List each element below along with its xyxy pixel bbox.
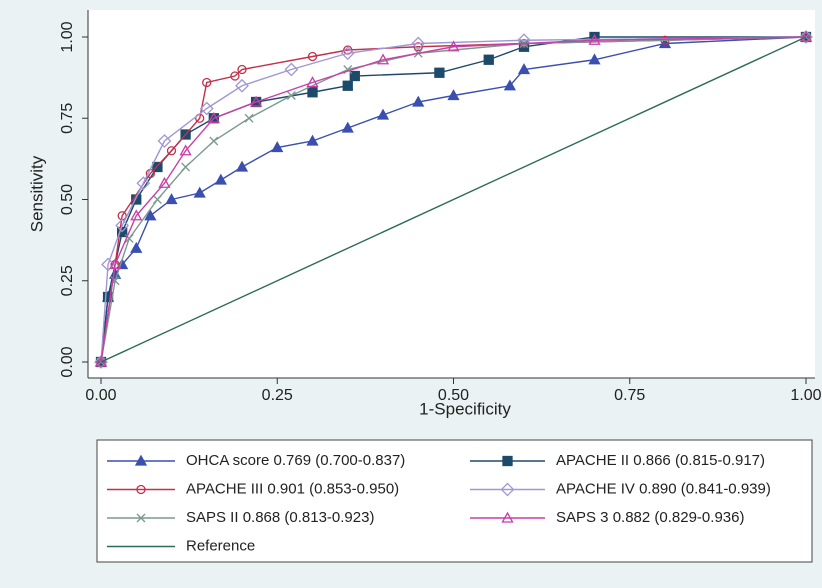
data-point — [179, 144, 192, 156]
data-point — [307, 87, 318, 98]
data-point — [307, 51, 318, 62]
legend-label: Reference — [186, 537, 255, 554]
legend-marker — [500, 482, 515, 497]
legend-box — [96, 439, 813, 563]
data-point — [101, 257, 115, 272]
data-point — [284, 62, 299, 77]
data-point — [166, 146, 177, 156]
data-point — [237, 64, 247, 75]
data-point — [799, 30, 813, 42]
data-point — [588, 53, 601, 65]
data-point — [157, 134, 172, 148]
series-line — [100, 36, 807, 363]
data-point — [447, 89, 460, 101]
data-point — [799, 30, 813, 44]
data-point — [152, 195, 162, 204]
data-point — [158, 176, 171, 188]
data-point — [517, 63, 531, 75]
data-point — [286, 91, 296, 100]
y-tick-label: 0.75 — [59, 103, 76, 134]
data-point — [306, 134, 319, 146]
data-point — [130, 241, 143, 253]
legend-marker — [136, 513, 146, 523]
data-point — [447, 40, 460, 52]
data-point — [343, 45, 353, 55]
data-point — [249, 95, 263, 107]
x-axis-title: 1-Specificity — [419, 399, 511, 418]
series-line — [100, 36, 807, 363]
data-point — [271, 141, 284, 153]
data-point — [230, 71, 240, 81]
legend-marker — [136, 484, 146, 495]
data-point — [124, 234, 134, 243]
data-point — [483, 54, 494, 65]
data-point — [207, 111, 220, 123]
data-point — [235, 78, 249, 93]
data-point — [165, 193, 178, 205]
data-point — [503, 79, 517, 91]
data-point — [235, 160, 249, 172]
legend-label: SAPS 3 0.882 (0.829-0.936) — [556, 509, 744, 526]
data-point — [413, 42, 423, 52]
data-point — [108, 258, 122, 270]
series-line — [100, 36, 806, 363]
legend-marker — [134, 454, 148, 466]
data-point — [412, 95, 425, 107]
data-point — [340, 46, 355, 61]
x-tick-label: 1.00 — [790, 387, 821, 404]
data-point — [411, 36, 426, 51]
data-point — [342, 80, 353, 91]
data-point — [181, 162, 191, 172]
data-point — [588, 33, 601, 45]
data-point — [199, 101, 214, 116]
data-point — [244, 113, 254, 123]
data-point — [214, 173, 227, 185]
data-point — [209, 136, 219, 146]
data-point — [144, 209, 157, 221]
x-tick-label: 0.00 — [85, 387, 116, 404]
series-line — [100, 36, 807, 363]
y-tick-label: 0.50 — [59, 184, 76, 215]
legend-label: OHCA score 0.769 (0.700-0.837) — [186, 452, 405, 469]
y-tick-label: 0.25 — [59, 265, 76, 296]
series-line — [100, 36, 807, 363]
legend-label: APACHE II 0.866 (0.815-0.917) — [556, 452, 765, 469]
data-point — [130, 209, 143, 221]
legend-label: SAPS II 0.868 (0.813-0.923) — [186, 509, 374, 526]
data-point — [341, 121, 354, 133]
x-tick-label: 0.50 — [438, 387, 469, 404]
data-point — [193, 186, 206, 198]
y-axis-title: Sensitivity — [27, 155, 46, 232]
legend-label: APACHE III 0.901 (0.853-0.950) — [186, 480, 399, 497]
legend-label: APACHE IV 0.890 (0.841-0.939) — [556, 480, 771, 497]
y-tick-label: 0.00 — [59, 346, 76, 377]
data-point — [376, 108, 390, 120]
data-point — [434, 67, 445, 78]
data-point — [115, 218, 130, 233]
plot-area — [88, 10, 815, 378]
legend-marker — [501, 511, 514, 523]
legend-marker — [502, 455, 513, 467]
data-point — [152, 161, 163, 173]
data-point — [376, 53, 390, 65]
data-point — [136, 176, 151, 191]
data-point — [349, 70, 360, 82]
x-tick-label: 0.75 — [614, 387, 645, 404]
x-tick-label: 0.25 — [262, 387, 293, 404]
data-point — [517, 33, 531, 48]
y-tick-label: 1.00 — [59, 21, 76, 52]
data-point — [306, 76, 319, 88]
data-point — [202, 77, 212, 88]
